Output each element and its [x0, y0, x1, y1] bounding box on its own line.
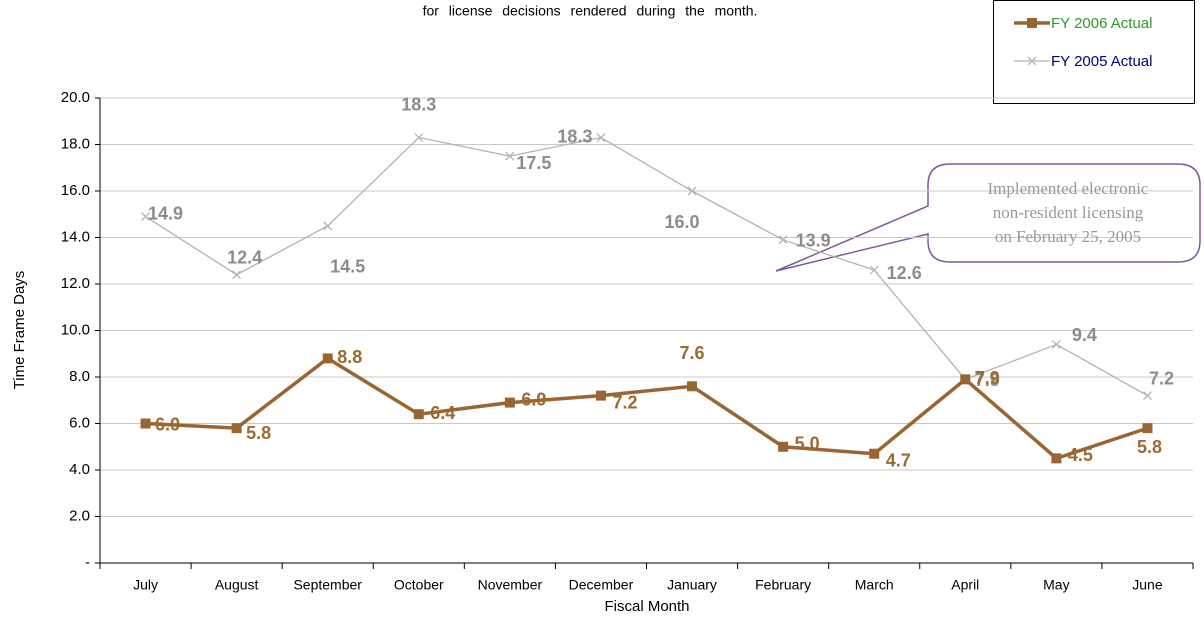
x-tick-label: October: [394, 577, 444, 593]
value-label: 7.9: [975, 368, 1000, 388]
value-label: 6.9: [521, 389, 546, 409]
value-label: 13.9: [796, 231, 831, 251]
x-tick-label: April: [951, 577, 979, 593]
y-tick-label: 4.0: [69, 461, 90, 478]
marker: [778, 441, 789, 452]
y-tick-label: -: [85, 554, 90, 571]
series-line: [145, 136, 1148, 397]
value-label: 18.3: [557, 126, 592, 146]
value-label: 5.0: [795, 434, 820, 454]
marker: [960, 374, 971, 385]
legend-marker: [1027, 56, 1037, 66]
annotation: non-resident licensing: [993, 203, 1144, 222]
value-label: 6.0: [155, 414, 180, 434]
y-tick-label: 10.0: [61, 321, 90, 338]
value-label: 6.4: [430, 403, 455, 423]
value-label: 18.3: [401, 94, 436, 114]
x-tick-label: June: [1132, 577, 1163, 593]
value-label: 7.9: [975, 370, 1000, 390]
value-label: 16.0: [665, 212, 700, 232]
value-label: 7.6: [680, 343, 705, 363]
marker: [322, 353, 333, 364]
x-tick-label: May: [1043, 577, 1069, 593]
x-tick-label: March: [855, 577, 894, 593]
y-tick-label: 8.0: [69, 368, 90, 385]
x-tick-label: September: [293, 577, 362, 593]
legend-marker: [1027, 18, 1037, 28]
annotation: on February 25, 2005: [995, 227, 1141, 246]
marker: [778, 235, 788, 245]
annotation: Implemented electronic: [988, 179, 1149, 198]
y-tick-label: 14.0: [61, 228, 90, 245]
y-tick-label: 6.0: [69, 414, 90, 431]
marker: [323, 221, 333, 231]
marker: [505, 151, 515, 161]
marker: [869, 265, 879, 275]
value-label: 5.8: [1137, 437, 1162, 457]
value-label: 8.8: [337, 347, 362, 367]
value-label: 12.6: [887, 263, 922, 283]
legend-label: FY 2006 Actual: [1051, 15, 1152, 32]
marker: [504, 397, 515, 408]
marker: [596, 133, 606, 142]
x-tick-label: August: [215, 577, 259, 593]
marker: [232, 270, 242, 280]
marker: [687, 186, 697, 196]
value-label: 7.2: [1149, 368, 1174, 388]
x-tick-label: December: [569, 577, 634, 593]
legend-label: FY 2005 Actual: [1051, 53, 1152, 70]
legend-box: [993, 0, 1195, 104]
x-axis-label: Fiscal Month: [604, 598, 689, 615]
y-tick-label: 16.0: [61, 182, 90, 199]
marker: [1142, 423, 1153, 434]
value-label: 4.5: [1068, 445, 1093, 465]
marker: [231, 423, 242, 434]
y-tick-label: 18.0: [61, 135, 90, 152]
marker: [1051, 339, 1061, 349]
marker: [414, 133, 424, 142]
value-label: 14.9: [148, 203, 183, 223]
x-tick-label: November: [478, 577, 543, 593]
marker: [1051, 453, 1062, 464]
series-line: [145, 356, 1149, 461]
value-label: 9.4: [1072, 325, 1097, 345]
marker: [413, 409, 424, 420]
y-tick-label: 20.0: [61, 89, 90, 106]
chart-subtitle: for license decisions rendered during th…: [423, 3, 758, 19]
y-tick-label: 2.0: [69, 507, 90, 524]
value-label: 17.5: [516, 153, 551, 173]
marker: [595, 390, 606, 401]
y-tick-label: 12.0: [61, 275, 90, 292]
marker: [687, 381, 698, 392]
value-label: 5.8: [246, 423, 271, 443]
value-label: 7.2: [612, 392, 637, 412]
x-tick-label: July: [133, 577, 158, 593]
y-axis-label: Time Frame Days: [11, 271, 28, 390]
x-tick-label: January: [667, 577, 717, 593]
marker: [140, 418, 151, 429]
marker: [869, 448, 880, 459]
x-tick-label: February: [755, 577, 811, 593]
marker: [1143, 391, 1152, 401]
marker: [141, 212, 151, 222]
value-label: 4.7: [886, 450, 911, 470]
value-label: 14.5: [330, 257, 365, 277]
value-label: 12.4: [227, 247, 262, 267]
